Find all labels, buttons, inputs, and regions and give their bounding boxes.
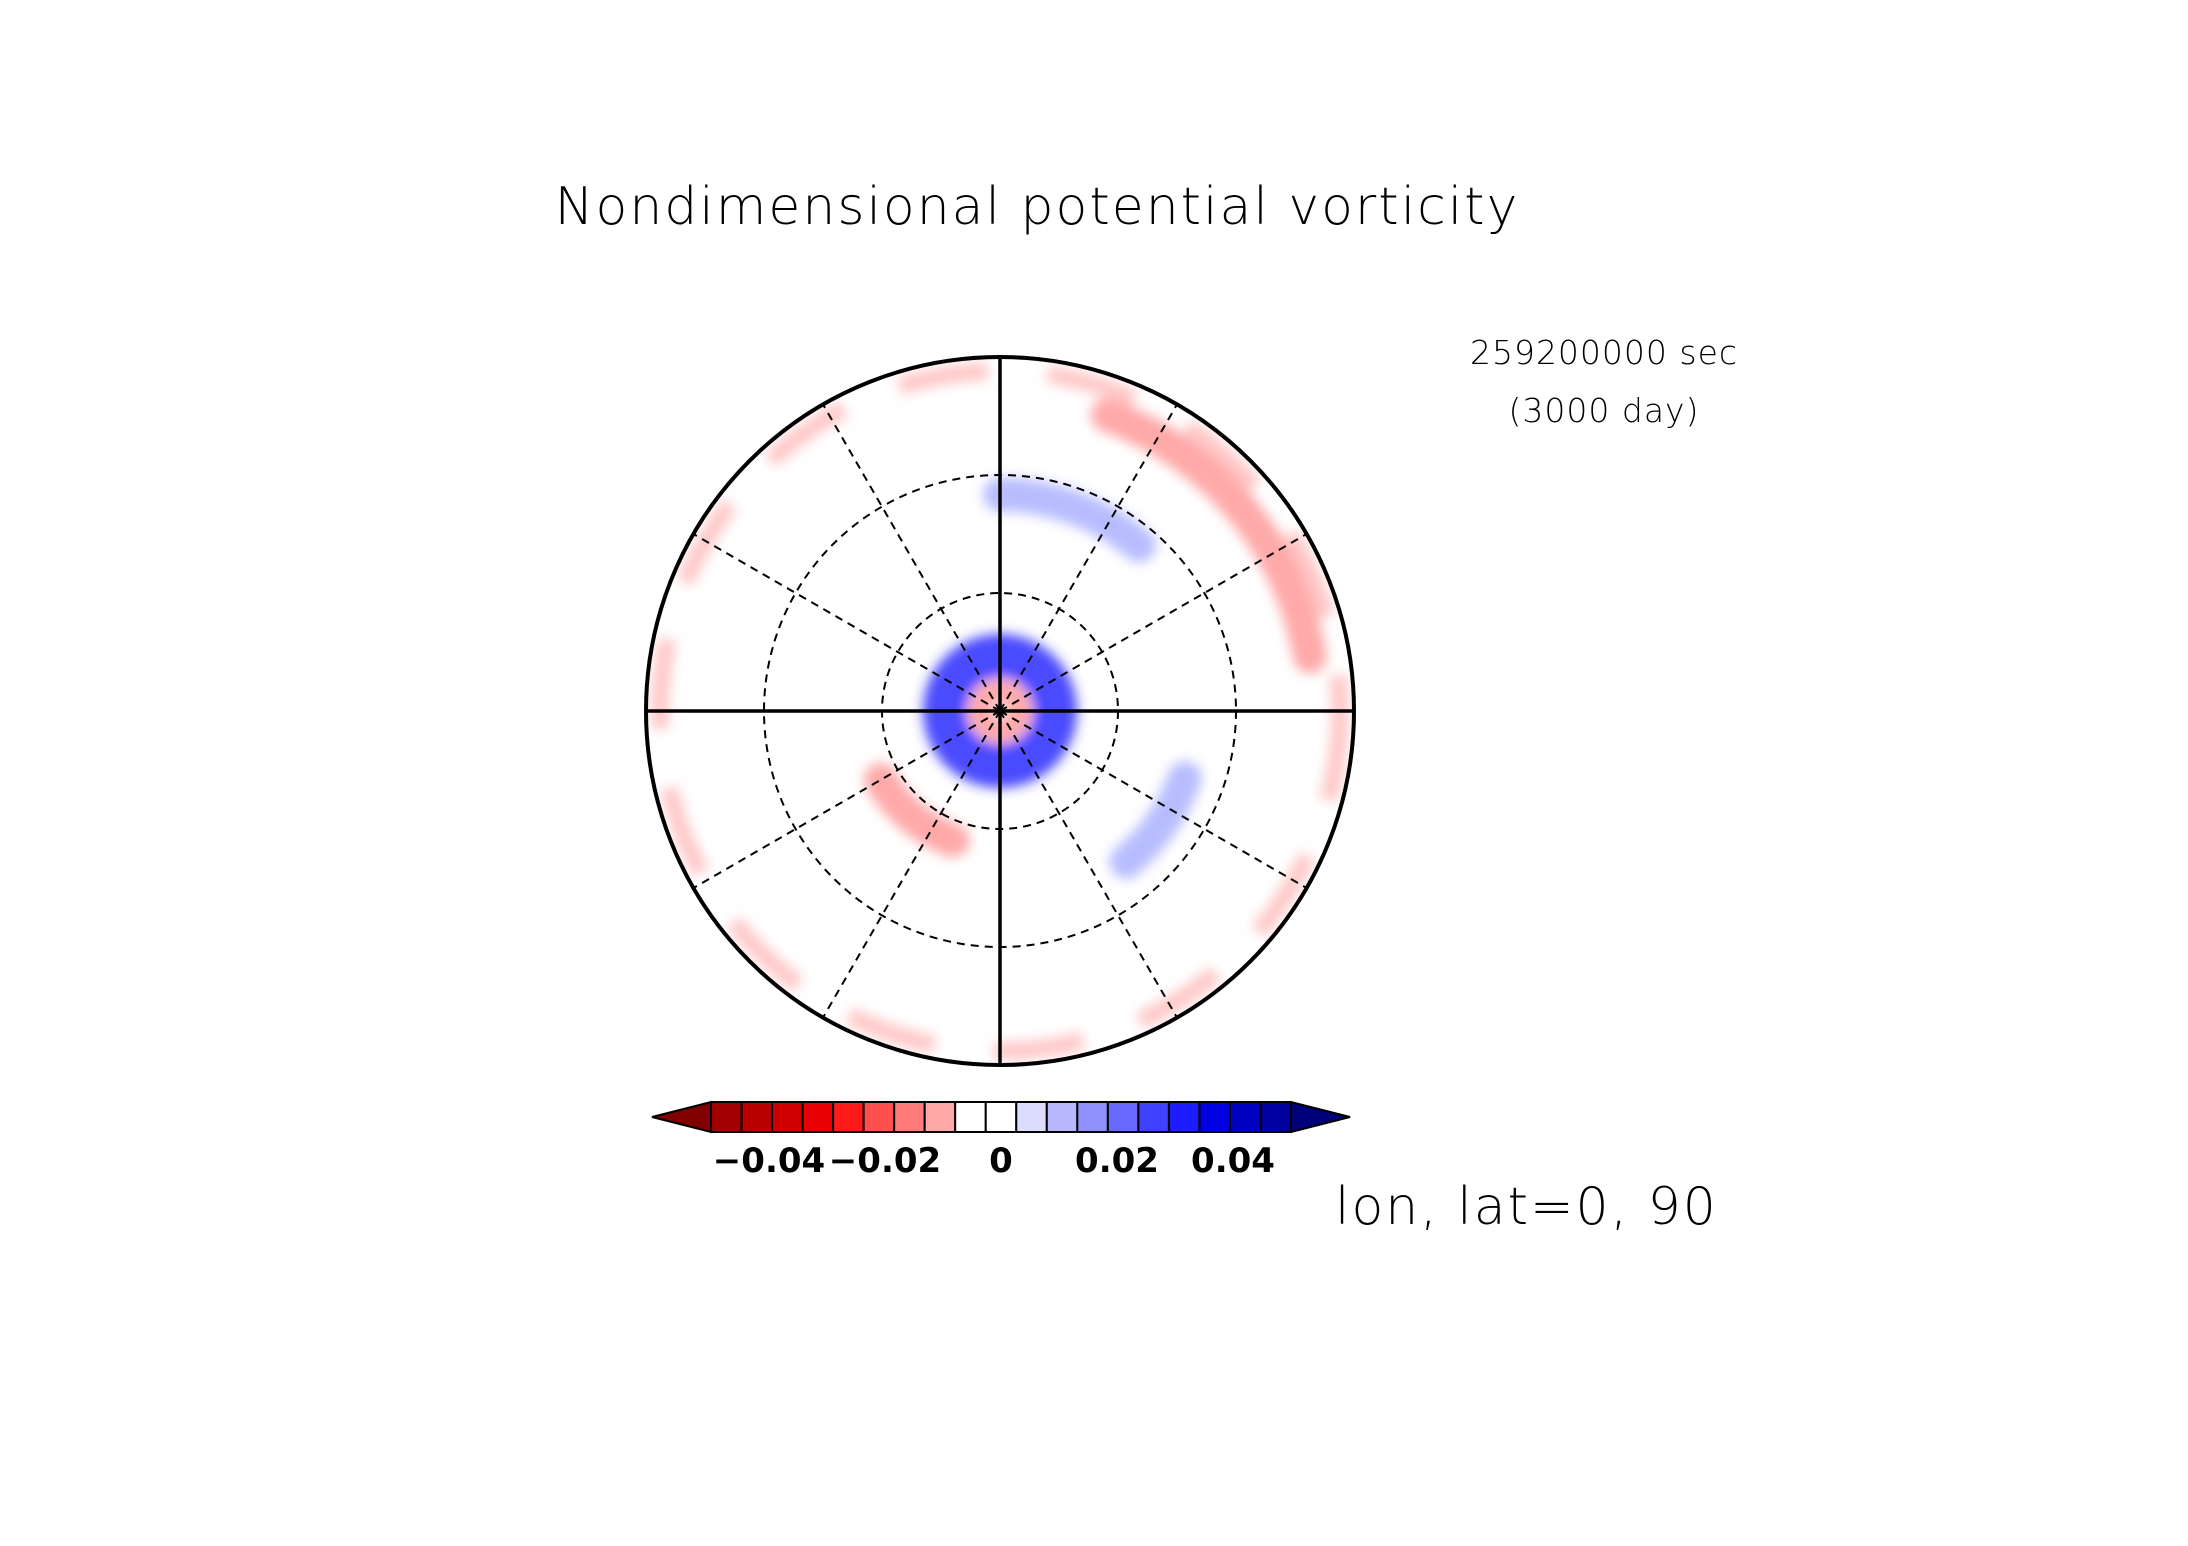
- colorbar-box: [710, 1101, 743, 1133]
- vorticity-band-2: [863, 762, 970, 858]
- colorbar-box: [1045, 1101, 1079, 1133]
- colorbar-box: [1015, 1101, 1048, 1133]
- colorbar-box: [954, 1101, 987, 1133]
- vorticity-band-3: [1109, 761, 1202, 879]
- meridian-60: [999, 710, 1308, 889]
- colorbar-box: [923, 1101, 957, 1133]
- time-seconds-label: 259200000 sec: [1470, 333, 1738, 372]
- colorbar-left-arrow: [651, 1100, 712, 1134]
- polar-map: [644, 355, 1356, 1067]
- colorbar-box: [1259, 1101, 1292, 1133]
- colorbar-ticks: −0.04 −0.02 0 0.02 0.04: [713, 1141, 1275, 1181]
- colorbar-box: [1076, 1101, 1109, 1133]
- colorbar-box: [771, 1101, 804, 1133]
- map-frame: [644, 355, 1356, 1067]
- time-days-label: (3000 day): [1509, 391, 1700, 430]
- colorbar-box: [1167, 1101, 1201, 1133]
- colorbar-box: [832, 1101, 865, 1133]
- colorbar-box: [1198, 1101, 1231, 1133]
- colorbar-tick-label: 0: [989, 1141, 1013, 1181]
- colorbar-box: [862, 1101, 896, 1133]
- colorbar-box: [984, 1101, 1018, 1133]
- colorbar-box: [1137, 1101, 1170, 1133]
- colorbar-box: [801, 1101, 835, 1133]
- meridian-150: [999, 403, 1178, 712]
- colorbar-tick-label: −0.04: [713, 1141, 825, 1181]
- colorbar: [651, 1100, 1351, 1134]
- meridian-240: [692, 533, 1001, 712]
- colorbar-right-arrow: [1290, 1100, 1351, 1134]
- meridian-330: [822, 710, 1001, 1019]
- meridian-210: [822, 403, 1001, 712]
- meridian-300: [692, 710, 1001, 889]
- colorbar-box: [740, 1101, 774, 1133]
- colorbar-box: [1228, 1101, 1262, 1133]
- projection-label: lon, lat=0, 90: [1335, 1177, 1718, 1237]
- colorbar-tick-label: 0.02: [1075, 1141, 1159, 1181]
- colorbar-tick-label: −0.02: [829, 1141, 941, 1181]
- figure-title: Nondimensional potential vorticity: [555, 177, 1520, 237]
- colorbar-box: [1106, 1101, 1140, 1133]
- vorticity-band-5: [983, 477, 1157, 563]
- colorbar-tick-label: 0.04: [1191, 1141, 1275, 1181]
- colorbar-box: [893, 1101, 926, 1133]
- meridian-120: [999, 533, 1308, 712]
- vorticity-band-4: [1090, 398, 1327, 674]
- meridian-30: [999, 710, 1178, 1019]
